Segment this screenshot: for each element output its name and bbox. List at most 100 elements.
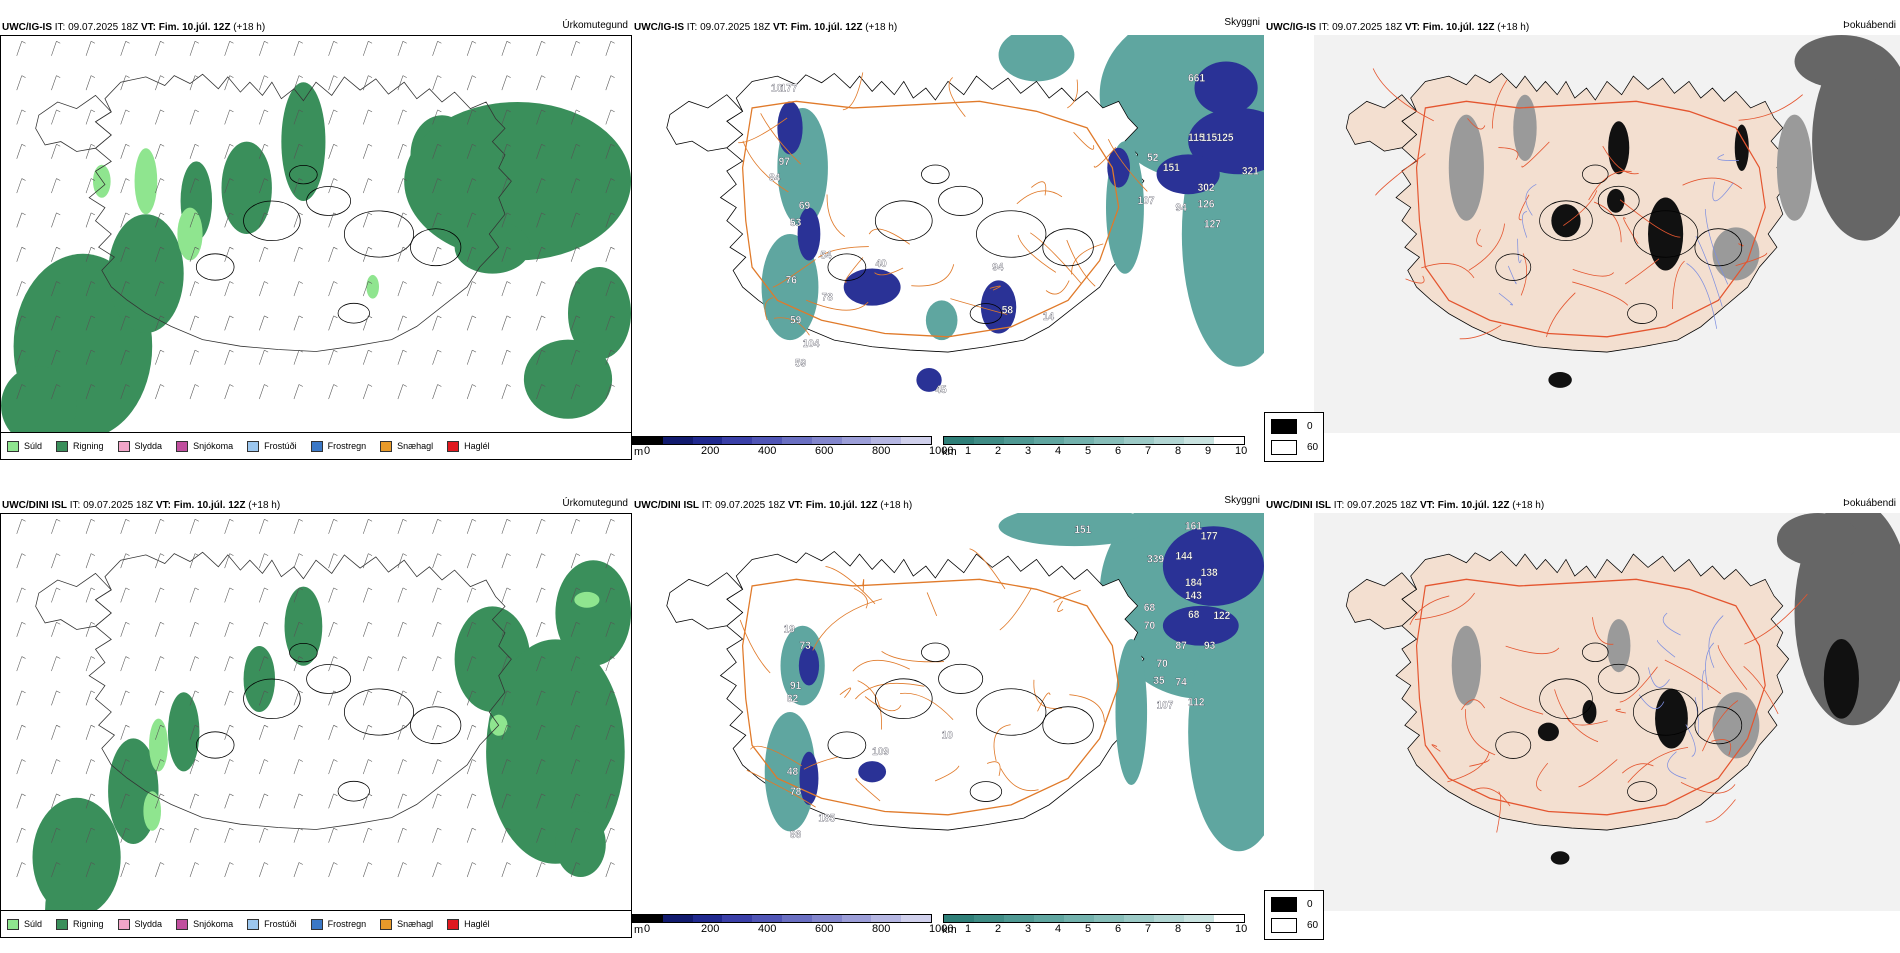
glacier-outline [1633, 210, 1699, 258]
rain-area [281, 82, 326, 201]
cloud-base-value: 35 [1153, 676, 1164, 687]
wind-barb [362, 724, 373, 740]
wind-barb [466, 519, 477, 534]
wind-barb [155, 827, 165, 843]
river-line [1525, 183, 1537, 216]
wind-barb [466, 246, 477, 262]
wind-barb [362, 587, 373, 603]
panel-type-label: Skyggni [1224, 495, 1260, 506]
wind-barb [432, 41, 442, 56]
road-line [1521, 141, 1550, 168]
wind-barb [501, 759, 511, 775]
glacier-outline [938, 663, 984, 694]
fog-mid [1712, 227, 1760, 281]
wind-barb [224, 793, 234, 809]
wind-barb [328, 178, 338, 194]
wind-barb [362, 656, 373, 672]
wind-barb [85, 621, 95, 637]
lead-time: (+18 h) [865, 22, 898, 33]
wind-barb [570, 621, 581, 637]
wind-barb [155, 759, 165, 775]
colorbar-tick: 200 [701, 445, 720, 457]
wind-barb [466, 178, 477, 194]
fog-sea [1776, 513, 1859, 567]
road-line [1588, 170, 1632, 201]
low-cloud-sea [1162, 605, 1239, 646]
wind-barb [501, 41, 511, 56]
wind-barb [120, 793, 130, 809]
wind-barb [328, 246, 338, 262]
wind-barb [16, 178, 26, 194]
low-visibility-land [764, 712, 816, 832]
wind-barb [51, 75, 61, 91]
colorbar-tick: 5 [1085, 445, 1092, 457]
wind-barb [536, 349, 546, 365]
wind-barb [501, 178, 511, 194]
wind-barb [224, 41, 234, 56]
model-name: UWC/IG-IS [2, 22, 52, 33]
wind-barb [155, 281, 165, 297]
wind-barb [224, 656, 234, 672]
wind-barb [16, 759, 26, 775]
fog-dark [1607, 188, 1625, 213]
wind-barb [328, 759, 338, 775]
river-line [1704, 208, 1729, 285]
legend-swatch [176, 440, 189, 452]
wind-barb [466, 384, 477, 400]
cloud-base-value: 52 [1147, 153, 1158, 164]
legend-label: Frostúði [264, 441, 297, 451]
wind-barb [432, 143, 442, 159]
wind-barb [259, 384, 269, 400]
visibility-gradient [943, 436, 1245, 445]
wind-barb [362, 553, 373, 569]
cloud-base-value: 321 [1242, 166, 1259, 177]
fog-dark [1550, 851, 1570, 865]
precip-type-legend: Súld Rigning Slydda Snjókoma Frostúði Frostre… [0, 911, 632, 938]
legend-swatch [380, 440, 393, 452]
wind-barb [605, 246, 615, 262]
wind-barb [293, 656, 303, 672]
wind-barb [293, 143, 303, 159]
wind-barb [397, 281, 407, 297]
fog-indicator-panel: UWC/IG-IS IT: 09.07.2025 18Z VT: Fim. 10… [1264, 0, 1900, 470]
legend-item: Frostúði [247, 918, 297, 930]
rain-area [284, 586, 323, 666]
wind-barb [224, 621, 234, 637]
legend-swatch [380, 918, 393, 930]
road-line [1536, 762, 1549, 792]
wind-barb [432, 212, 442, 228]
colorbar-tick: 400 [758, 923, 777, 935]
glacier-outline [921, 642, 950, 662]
wind-barb [155, 587, 165, 603]
road-line [853, 587, 868, 609]
panel-title: UWC/DINI ISL IT: 09.07.2025 18Z VT: Fim.… [1266, 500, 1544, 511]
glacier-outline [1633, 688, 1699, 736]
wind-barb [397, 384, 407, 400]
wind-barb [259, 553, 269, 569]
drizzle-area [366, 274, 379, 299]
wind-barb [16, 862, 26, 878]
wind-barb [362, 246, 373, 262]
wind-barb [432, 384, 442, 400]
wind-barb [293, 553, 303, 569]
glacier-outline [938, 185, 984, 216]
wind-barb [224, 349, 234, 365]
wind-barb [536, 41, 546, 56]
fog-map-svg [1314, 35, 1900, 433]
wind-barb [120, 621, 130, 637]
rain-area [454, 220, 531, 274]
colorbar-tick: 600 [815, 923, 834, 935]
legend-item: Slydda [117, 440, 162, 452]
glacier-outline [343, 688, 415, 736]
road-line [1469, 759, 1490, 767]
wind-barb [51, 724, 61, 740]
valid-time: VT: Fim. 10.júl. 12Z [787, 500, 878, 511]
wind-barb [51, 519, 61, 534]
colorbar-tick: 4 [1055, 923, 1062, 935]
wind-barb [155, 690, 165, 706]
wind-barb [189, 690, 199, 706]
iceland-outline [88, 551, 512, 830]
river-line [1498, 292, 1513, 306]
wind-barb [189, 621, 199, 637]
wind-barb [605, 690, 615, 706]
